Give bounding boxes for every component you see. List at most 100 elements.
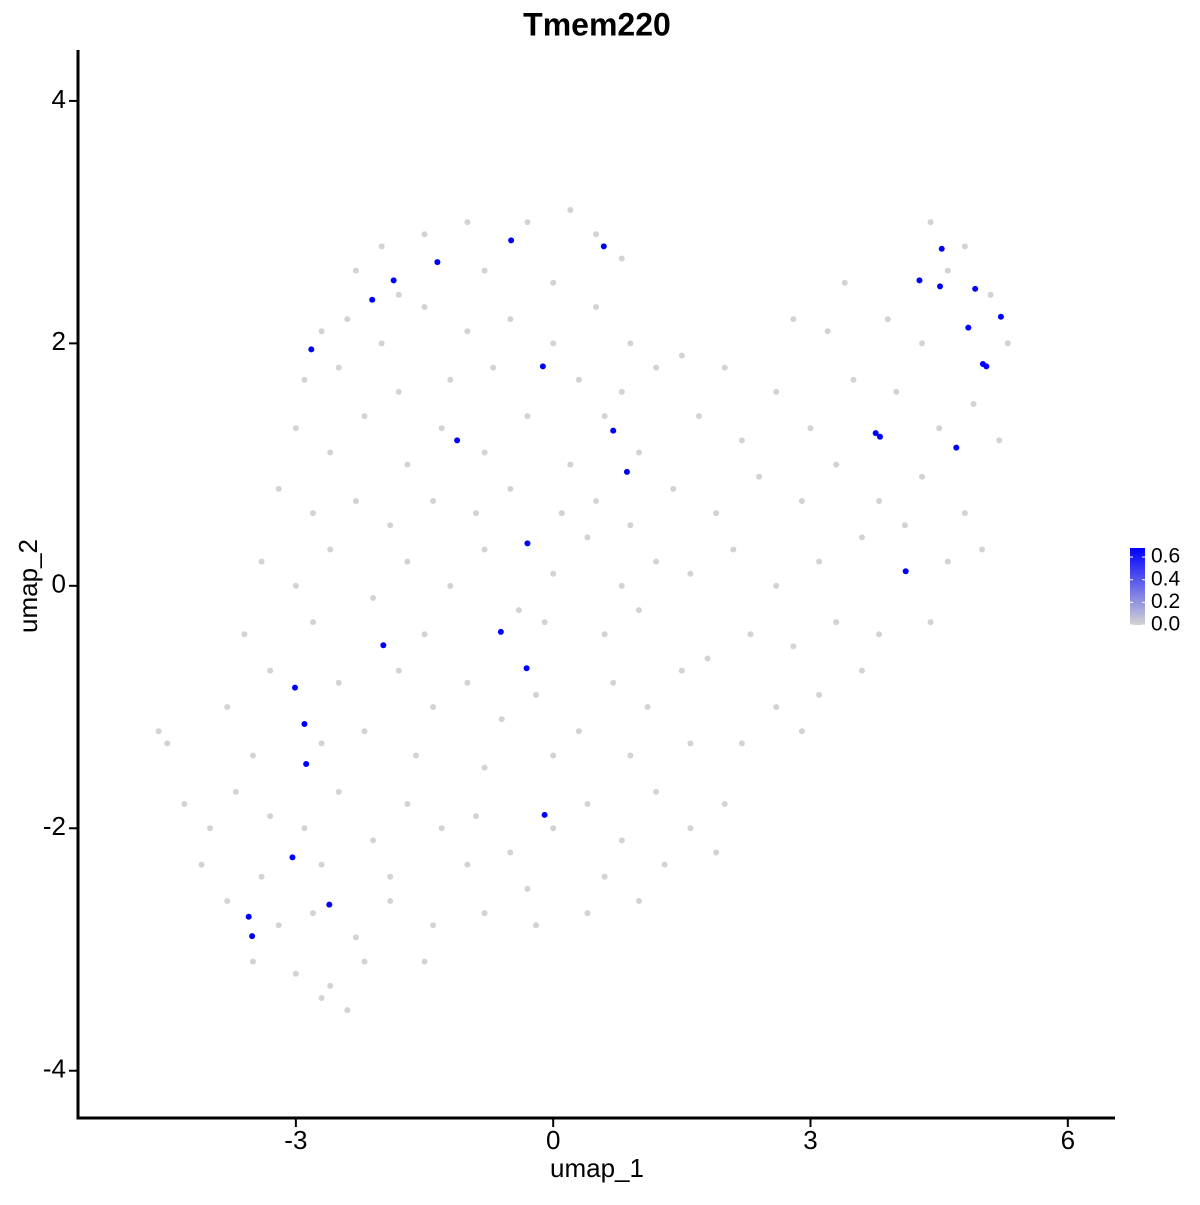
point <box>421 958 428 965</box>
point <box>490 364 497 371</box>
point <box>824 328 831 335</box>
point <box>610 679 617 686</box>
colorbar-tick-label: 0.2 <box>1151 590 1180 613</box>
x-tick-label: 3 <box>803 1125 817 1155</box>
point <box>695 413 702 420</box>
point <box>498 716 505 723</box>
point <box>919 340 926 347</box>
point <box>807 425 814 432</box>
point <box>965 324 972 331</box>
point <box>430 922 437 929</box>
point <box>327 546 334 553</box>
y-tick-label: -4 <box>43 1054 66 1084</box>
point <box>404 461 411 468</box>
point <box>370 594 377 601</box>
point <box>352 934 359 941</box>
point <box>653 788 660 795</box>
point <box>310 510 317 517</box>
point <box>327 449 334 456</box>
point <box>472 813 479 820</box>
point <box>747 631 754 638</box>
point <box>524 219 531 226</box>
point <box>558 510 565 517</box>
point <box>936 425 943 432</box>
colorbar-tick-label: 0.6 <box>1151 545 1180 568</box>
point <box>713 849 720 856</box>
point <box>550 570 557 577</box>
point <box>292 582 299 589</box>
point <box>421 303 428 310</box>
point <box>181 801 188 808</box>
point <box>481 546 488 553</box>
point <box>627 522 634 529</box>
point <box>155 728 162 735</box>
point <box>721 801 728 808</box>
colorbar-tick-label: 0.0 <box>1151 613 1180 636</box>
point <box>687 570 694 577</box>
point <box>361 958 368 965</box>
point <box>961 510 968 517</box>
point <box>893 388 900 395</box>
y-tick-label: 2 <box>52 326 66 356</box>
point <box>412 752 419 759</box>
point <box>618 582 625 589</box>
point <box>944 558 951 565</box>
point <box>593 231 600 238</box>
point <box>207 825 214 832</box>
point <box>404 558 411 565</box>
point <box>884 316 891 323</box>
point <box>507 485 514 492</box>
point <box>996 437 1003 444</box>
point <box>756 473 763 480</box>
point <box>241 631 248 638</box>
point <box>361 413 368 420</box>
point <box>997 313 1004 320</box>
point <box>600 243 607 250</box>
point <box>387 522 394 529</box>
point <box>550 340 557 347</box>
point <box>335 364 342 371</box>
point <box>738 740 745 747</box>
point <box>635 607 642 614</box>
point <box>335 788 342 795</box>
point <box>618 388 625 395</box>
point <box>303 761 310 768</box>
point <box>627 340 634 347</box>
point <box>301 721 308 728</box>
point <box>937 283 944 290</box>
point <box>292 684 299 691</box>
point <box>395 388 402 395</box>
point <box>539 363 546 370</box>
point <box>533 922 540 929</box>
point <box>593 303 600 310</box>
point <box>584 801 591 808</box>
point <box>1004 340 1011 347</box>
point <box>464 861 471 868</box>
point <box>308 346 315 353</box>
point <box>326 901 333 908</box>
point <box>224 704 231 711</box>
point <box>876 497 883 504</box>
point <box>301 825 308 832</box>
point <box>983 363 990 370</box>
point <box>670 485 677 492</box>
point <box>164 740 171 747</box>
point <box>249 933 256 940</box>
point <box>430 497 437 504</box>
chart-title: Tmem220 <box>523 6 671 42</box>
point <box>438 425 445 432</box>
point <box>292 970 299 977</box>
point <box>249 752 256 759</box>
point <box>447 582 454 589</box>
point <box>816 558 823 565</box>
point <box>421 231 428 238</box>
point <box>541 811 548 818</box>
point <box>790 316 797 323</box>
point <box>327 982 334 989</box>
y-tick-label: 4 <box>52 84 66 114</box>
point <box>721 364 728 371</box>
point <box>515 607 522 614</box>
point <box>387 898 394 905</box>
point <box>687 825 694 832</box>
point <box>687 740 694 747</box>
